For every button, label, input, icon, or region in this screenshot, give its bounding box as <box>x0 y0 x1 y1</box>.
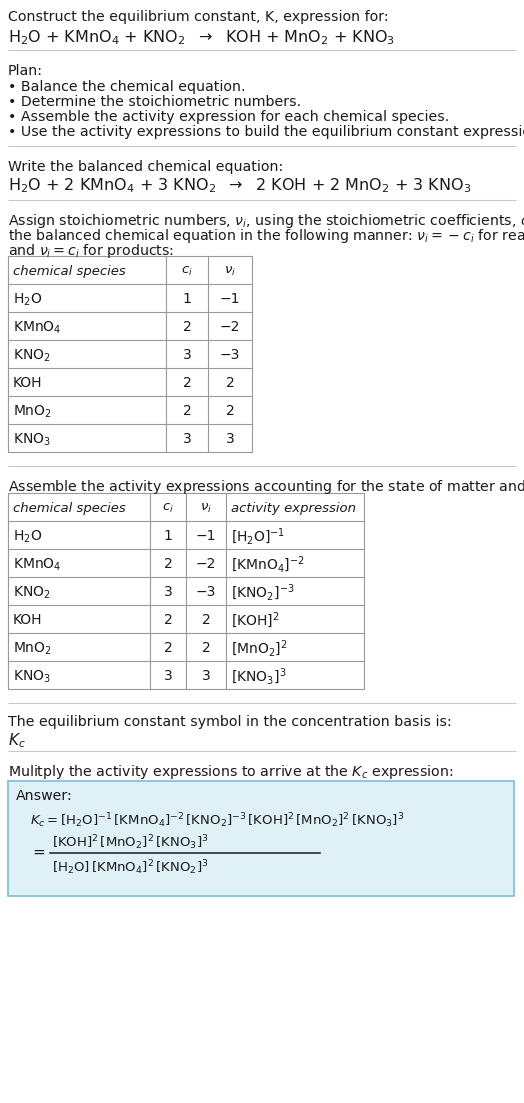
Text: 3: 3 <box>183 349 191 363</box>
Text: KNO$_3$: KNO$_3$ <box>13 431 51 448</box>
Text: [KNO$_2$]$^{-3}$: [KNO$_2$]$^{-3}$ <box>231 582 294 602</box>
Text: KNO$_3$: KNO$_3$ <box>13 668 51 685</box>
Text: KNO$_2$: KNO$_2$ <box>13 585 51 601</box>
Text: Answer:: Answer: <box>16 789 73 803</box>
Bar <box>8 493 364 689</box>
Text: chemical species: chemical species <box>13 265 126 278</box>
Text: 2: 2 <box>183 376 191 390</box>
Text: Assign stoichiometric numbers, $\nu_i$, using the stoichiometric coefficients, $: Assign stoichiometric numbers, $\nu_i$, … <box>8 212 524 231</box>
Text: −1: −1 <box>196 529 216 544</box>
Text: 3: 3 <box>226 432 234 447</box>
Text: [KOH]$^2$: [KOH]$^2$ <box>231 610 280 630</box>
Text: chemical species: chemical species <box>13 502 126 515</box>
Bar <box>8 256 252 452</box>
Text: KNO$_2$: KNO$_2$ <box>13 347 51 364</box>
Text: MnO$_2$: MnO$_2$ <box>13 640 52 656</box>
Text: 2: 2 <box>183 405 191 418</box>
Text: 2: 2 <box>163 613 172 628</box>
Text: 1: 1 <box>182 292 191 307</box>
Text: and $\nu_i = c_i$ for products:: and $\nu_i = c_i$ for products: <box>8 242 174 260</box>
Text: $K_c$: $K_c$ <box>8 731 26 750</box>
Text: • Balance the chemical equation.: • Balance the chemical equation. <box>8 81 246 94</box>
Text: 2: 2 <box>163 557 172 571</box>
Text: $c_i$: $c_i$ <box>162 502 174 515</box>
Text: • Use the activity expressions to build the equilibrium constant expression.: • Use the activity expressions to build … <box>8 125 524 139</box>
Text: $\mathrm{[KOH]^2\,[MnO_2]^2\,[KNO_3]^3}$: $\mathrm{[KOH]^2\,[MnO_2]^2\,[KNO_3]^3}$ <box>52 834 209 853</box>
Text: The equilibrium constant symbol in the concentration basis is:: The equilibrium constant symbol in the c… <box>8 715 452 729</box>
Text: $\nu_i$: $\nu_i$ <box>224 265 236 278</box>
Text: H$_2$O: H$_2$O <box>13 291 42 308</box>
Text: KOH: KOH <box>13 376 42 390</box>
Text: −3: −3 <box>220 349 240 363</box>
Text: −2: −2 <box>220 320 240 334</box>
Text: $K_c = \mathrm{[H_2O]^{-1}\,[KMnO_4]^{-2}\,[KNO_2]^{-3}\,[KOH]^2\,[MnO_2]^2\,[KN: $K_c = \mathrm{[H_2O]^{-1}\,[KMnO_4]^{-2… <box>30 811 404 829</box>
Text: $c_i$: $c_i$ <box>181 265 193 278</box>
Text: 2: 2 <box>163 642 172 655</box>
Text: [H$_2$O]$^{-1}$: [H$_2$O]$^{-1}$ <box>231 526 285 547</box>
Text: [MnO$_2$]$^2$: [MnO$_2$]$^2$ <box>231 639 288 658</box>
Text: $=$: $=$ <box>30 844 46 858</box>
Text: −3: −3 <box>196 586 216 599</box>
Text: −1: −1 <box>220 292 240 307</box>
Text: MnO$_2$: MnO$_2$ <box>13 404 52 419</box>
Text: 2: 2 <box>226 405 234 418</box>
Text: 2: 2 <box>183 320 191 334</box>
Text: 1: 1 <box>163 529 172 544</box>
Text: Construct the equilibrium constant, K, expression for:: Construct the equilibrium constant, K, e… <box>8 10 389 24</box>
Text: 3: 3 <box>163 586 172 599</box>
Text: 3: 3 <box>202 670 210 684</box>
Text: 3: 3 <box>183 432 191 447</box>
Text: −2: −2 <box>196 557 216 571</box>
Text: • Assemble the activity expression for each chemical species.: • Assemble the activity expression for e… <box>8 110 449 124</box>
Text: Plan:: Plan: <box>8 64 43 78</box>
Text: KOH: KOH <box>13 613 42 628</box>
Text: KMnO$_4$: KMnO$_4$ <box>13 556 61 572</box>
Text: • Determine the stoichiometric numbers.: • Determine the stoichiometric numbers. <box>8 95 301 109</box>
Text: H$_2$O: H$_2$O <box>13 528 42 545</box>
Text: 2: 2 <box>202 642 210 655</box>
Text: Mulitply the activity expressions to arrive at the $K_c$ expression:: Mulitply the activity expressions to arr… <box>8 763 453 781</box>
Text: Write the balanced chemical equation:: Write the balanced chemical equation: <box>8 160 283 174</box>
Text: KMnO$_4$: KMnO$_4$ <box>13 319 61 335</box>
Text: $\mathrm{[H_2O]\,[KMnO_4]^2\,[KNO_2]^3}$: $\mathrm{[H_2O]\,[KMnO_4]^2\,[KNO_2]^3}$ <box>52 858 209 877</box>
Text: Assemble the activity expressions accounting for the state of matter and $\nu_i$: Assemble the activity expressions accoun… <box>8 478 524 496</box>
Text: H$_2$O + 2 KMnO$_4$ + 3 KNO$_2$  $\rightarrow$  2 KOH + 2 MnO$_2$ + 3 KNO$_3$: H$_2$O + 2 KMnO$_4$ + 3 KNO$_2$ $\righta… <box>8 176 471 195</box>
Text: activity expression: activity expression <box>231 502 356 515</box>
Text: 2: 2 <box>226 376 234 390</box>
Text: the balanced chemical equation in the following manner: $\nu_i = -c_i$ for react: the balanced chemical equation in the fo… <box>8 227 524 245</box>
Text: $\nu_i$: $\nu_i$ <box>200 502 212 515</box>
Text: [KNO$_3$]$^3$: [KNO$_3$]$^3$ <box>231 666 287 686</box>
Text: H$_2$O + KMnO$_4$ + KNO$_2$  $\rightarrow$  KOH + MnO$_2$ + KNO$_3$: H$_2$O + KMnO$_4$ + KNO$_2$ $\rightarrow… <box>8 28 395 46</box>
Text: 3: 3 <box>163 670 172 684</box>
Text: [KMnO$_4$]$^{-2}$: [KMnO$_4$]$^{-2}$ <box>231 554 305 575</box>
Text: 2: 2 <box>202 613 210 628</box>
Bar <box>8 781 514 896</box>
